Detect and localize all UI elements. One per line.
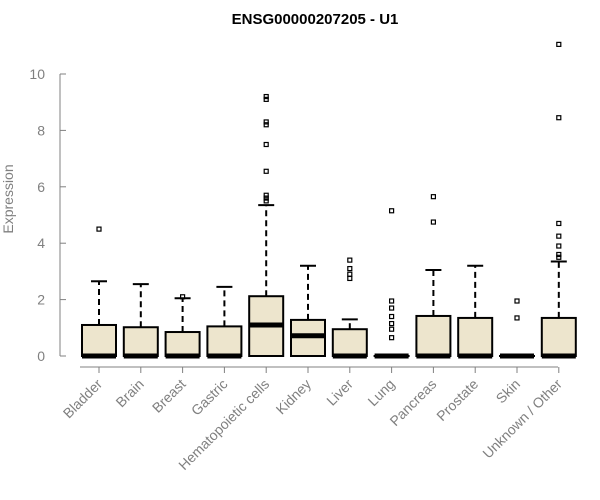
outlier-point bbox=[430, 219, 436, 225]
y-axis-title: Expression bbox=[0, 164, 16, 233]
outlier-point bbox=[556, 41, 562, 47]
outlier-point bbox=[556, 254, 562, 260]
y-tick-label: 10 bbox=[29, 66, 45, 82]
x-tick-label: Unknown / Other bbox=[479, 376, 565, 462]
box-pancreas bbox=[415, 194, 452, 359]
box-body bbox=[206, 325, 243, 358]
box-body bbox=[457, 316, 494, 357]
outlier-point bbox=[556, 115, 562, 121]
x-tick-label: Lung bbox=[364, 376, 397, 409]
outlier-point bbox=[263, 195, 269, 201]
box-bladder bbox=[81, 226, 117, 359]
outlier-point bbox=[514, 298, 520, 304]
outlier-point bbox=[430, 194, 436, 200]
x-tick-label: Kidney bbox=[273, 376, 315, 418]
outlier-point bbox=[556, 220, 562, 227]
box-hematopoietic-cells bbox=[248, 93, 285, 358]
y-tick-label: 2 bbox=[37, 292, 45, 308]
outlier-point bbox=[263, 96, 269, 102]
x-tick-label: Brain bbox=[112, 376, 146, 410]
outlier-point bbox=[389, 208, 395, 214]
box-body bbox=[540, 316, 577, 357]
x-tick-label: Breast bbox=[149, 376, 189, 416]
y-tick-label: 8 bbox=[37, 122, 45, 138]
outlier-point bbox=[389, 298, 395, 304]
outlier-point bbox=[180, 294, 186, 300]
outlier-point bbox=[347, 265, 353, 272]
chart-title: ENSG00000207205 - U1 bbox=[232, 11, 399, 28]
outlier-point bbox=[347, 257, 353, 263]
box-prostate bbox=[457, 264, 494, 359]
outlier-point bbox=[389, 326, 395, 332]
outlier-point bbox=[263, 93, 269, 100]
outlier-point bbox=[347, 275, 353, 282]
outlier-point bbox=[347, 271, 353, 277]
x-tick-label: Bladder bbox=[60, 376, 106, 422]
outlier-point bbox=[556, 233, 562, 239]
box-brain bbox=[122, 283, 159, 359]
box-body bbox=[331, 328, 368, 357]
outlier-point bbox=[96, 226, 102, 232]
y-ticks: 0 2 4 6 8 10 bbox=[29, 66, 66, 364]
box-gastric bbox=[206, 285, 243, 359]
box-liver bbox=[331, 257, 368, 359]
y-tick-label: 0 bbox=[37, 348, 45, 364]
outlier-point bbox=[263, 168, 269, 174]
outlier-point bbox=[263, 141, 269, 148]
box-body bbox=[81, 323, 117, 358]
outlier-point bbox=[263, 198, 269, 204]
box-body bbox=[415, 314, 452, 357]
box-unknown-other bbox=[540, 41, 577, 359]
x-tick-label: Skin bbox=[493, 376, 524, 407]
box-skin bbox=[499, 298, 535, 359]
outlier-point bbox=[514, 315, 520, 321]
box-kidney bbox=[290, 264, 326, 357]
outlier-point bbox=[556, 243, 562, 249]
y-tick-label: 6 bbox=[37, 179, 45, 195]
boxplots bbox=[81, 41, 577, 359]
outlier-point bbox=[389, 320, 395, 327]
y-tick-label: 4 bbox=[37, 235, 45, 251]
outlier-point bbox=[263, 119, 269, 125]
outlier-point bbox=[263, 192, 269, 198]
outlier-point bbox=[389, 335, 395, 341]
outlier-point bbox=[389, 313, 395, 320]
outlier-point bbox=[389, 305, 395, 311]
x-tick-label: Prostate bbox=[433, 376, 481, 424]
outlier-point bbox=[556, 251, 562, 258]
x-tick-label: Liver bbox=[323, 376, 356, 409]
box-breast bbox=[164, 294, 201, 359]
box-lung bbox=[373, 208, 410, 359]
outlier-point bbox=[263, 122, 269, 128]
box-body bbox=[122, 326, 159, 357]
box-body bbox=[164, 331, 201, 357]
